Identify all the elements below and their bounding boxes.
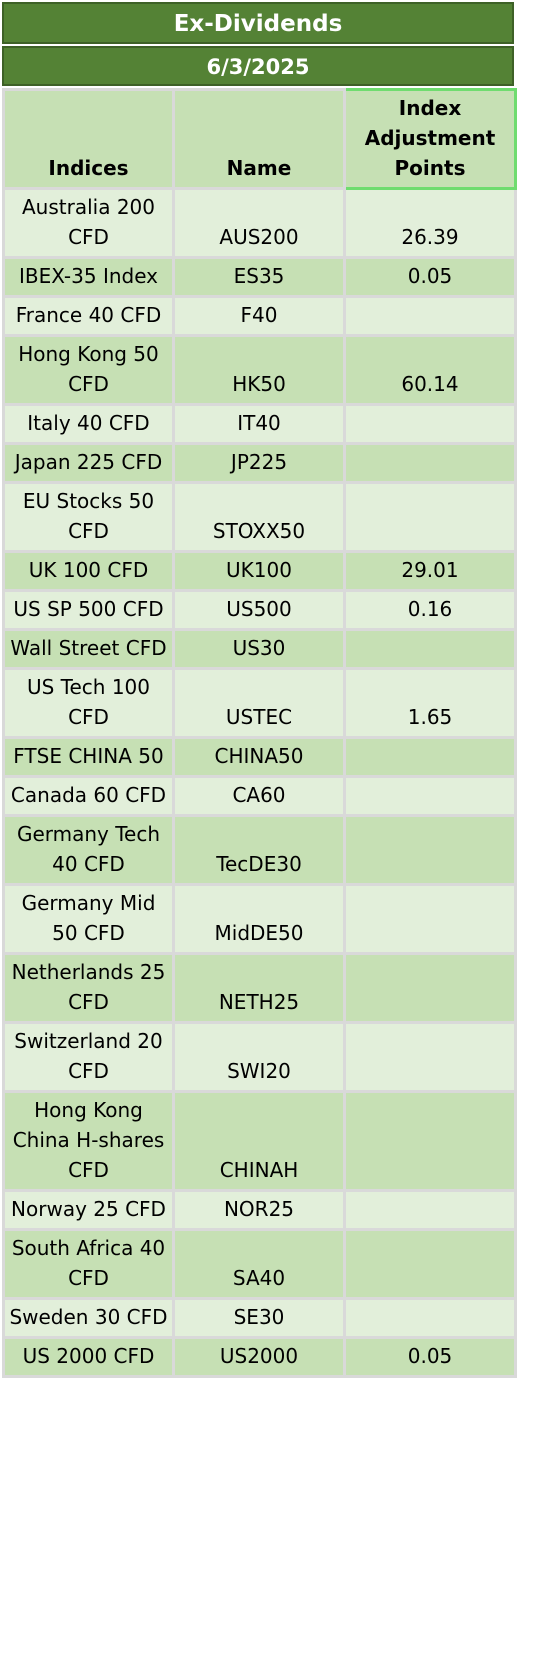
cell-adjustment-points[interactable]: 0.05 xyxy=(343,1336,517,1378)
cell-name[interactable]: STOXX50 xyxy=(172,481,346,553)
cell-index[interactable]: UK 100 CFD xyxy=(2,550,175,592)
cell-name[interactable]: SWI20 xyxy=(172,1021,346,1093)
cell-name[interactable]: IT40 xyxy=(172,403,346,445)
cell-index[interactable]: Norway 25 CFD xyxy=(2,1189,175,1231)
cell-adjustment-points[interactable] xyxy=(343,628,517,670)
cell-name[interactable]: NETH25 xyxy=(172,952,346,1024)
table-row: Netherlands 25 CFD NETH25 xyxy=(2,952,517,1024)
table-row: Japan 225 CFD JP225 xyxy=(2,442,517,484)
table-row: Canada 60 CFD CA60 xyxy=(2,775,517,817)
cell-adjustment-points[interactable] xyxy=(343,481,517,553)
cell-adjustment-points[interactable] xyxy=(343,883,517,955)
cell-adjustment-points[interactable] xyxy=(343,1189,517,1231)
cell-index[interactable]: Canada 60 CFD xyxy=(2,775,175,817)
table-row: EU Stocks 50 CFD STOXX50 xyxy=(2,481,517,553)
table-row: Switzerland 20 CFD SWI20 xyxy=(2,1021,517,1093)
ex-dividends-table: Indices Name Index Adjustment Points Aus… xyxy=(2,88,517,1378)
cell-name[interactable]: US2000 xyxy=(172,1336,346,1378)
sheet-date: 6/3/2025 xyxy=(2,46,514,86)
table-row: Italy 40 CFD IT40 xyxy=(2,403,517,445)
cell-index[interactable]: Netherlands 25 CFD xyxy=(2,952,175,1024)
cell-name[interactable]: JP225 xyxy=(172,442,346,484)
cell-index[interactable]: IBEX-35 Index xyxy=(2,256,175,298)
cell-index[interactable]: US 2000 CFD xyxy=(2,1336,175,1378)
column-header-adjustment[interactable]: Index Adjustment Points xyxy=(343,88,517,190)
cell-adjustment-points[interactable] xyxy=(343,442,517,484)
table-row: Australia 200 CFD AUS200 26.39 xyxy=(2,187,517,259)
table-row: US SP 500 CFD US500 0.16 xyxy=(2,589,517,631)
cell-adjustment-points[interactable] xyxy=(343,1021,517,1093)
cell-adjustment-points[interactable] xyxy=(343,814,517,886)
table-row: Hong Kong 50 CFD HK50 60.14 xyxy=(2,334,517,406)
cell-index[interactable]: Japan 225 CFD xyxy=(2,442,175,484)
cell-name[interactable]: CHINA50 xyxy=(172,736,346,778)
cell-index[interactable]: Australia 200 CFD xyxy=(2,187,175,259)
cell-index[interactable]: Wall Street CFD xyxy=(2,628,175,670)
table-row: South Africa 40 CFD SA40 xyxy=(2,1228,517,1300)
cell-index[interactable]: Hong Kong 50 CFD xyxy=(2,334,175,406)
cell-name[interactable]: F40 xyxy=(172,295,346,337)
header-row: Indices Name Index Adjustment Points xyxy=(2,88,517,190)
column-header-indices[interactable]: Indices xyxy=(2,88,175,190)
table-row: Germany Mid 50 CFD MidDE50 xyxy=(2,883,517,955)
cell-name[interactable]: SA40 xyxy=(172,1228,346,1300)
cell-adjustment-points[interactable]: 60.14 xyxy=(343,334,517,406)
cell-name[interactable]: ES35 xyxy=(172,256,346,298)
cell-adjustment-points[interactable]: 26.39 xyxy=(343,187,517,259)
cell-adjustment-points[interactable]: 1.65 xyxy=(343,667,517,739)
table-row: US Tech 100 CFD USTEC 1.65 xyxy=(2,667,517,739)
cell-index[interactable]: EU Stocks 50 CFD xyxy=(2,481,175,553)
sheet-title: Ex-Dividends xyxy=(2,2,514,44)
cell-index[interactable]: France 40 CFD xyxy=(2,295,175,337)
cell-adjustment-points[interactable] xyxy=(343,775,517,817)
cell-name[interactable]: MidDE50 xyxy=(172,883,346,955)
cell-index[interactable]: FTSE CHINA 50 xyxy=(2,736,175,778)
table-row: Sweden 30 CFD SE30 xyxy=(2,1297,517,1339)
column-header-name[interactable]: Name xyxy=(172,88,346,190)
cell-name[interactable]: USTEC xyxy=(172,667,346,739)
cell-adjustment-points[interactable] xyxy=(343,1090,517,1192)
cell-name[interactable]: CHINAH xyxy=(172,1090,346,1192)
table-row: Wall Street CFD US30 xyxy=(2,628,517,670)
cell-adjustment-points[interactable]: 29.01 xyxy=(343,550,517,592)
cell-adjustment-points[interactable] xyxy=(343,1228,517,1300)
cell-index[interactable]: Hong Kong China H-shares CFD xyxy=(2,1090,175,1192)
table-row: Hong Kong China H-shares CFD CHINAH xyxy=(2,1090,517,1192)
cell-name[interactable]: UK100 xyxy=(172,550,346,592)
cell-index[interactable]: Germany Tech 40 CFD xyxy=(2,814,175,886)
cell-name[interactable]: NOR25 xyxy=(172,1189,346,1231)
cell-index[interactable]: Switzerland 20 CFD xyxy=(2,1021,175,1093)
cell-index[interactable]: US Tech 100 CFD xyxy=(2,667,175,739)
cell-adjustment-points[interactable] xyxy=(343,1297,517,1339)
cell-adjustment-points[interactable] xyxy=(343,952,517,1024)
table-row: Germany Tech 40 CFD TecDE30 xyxy=(2,814,517,886)
cell-index[interactable]: US SP 500 CFD xyxy=(2,589,175,631)
cell-index[interactable]: Germany Mid 50 CFD xyxy=(2,883,175,955)
table-row: US 2000 CFD US2000 0.05 xyxy=(2,1336,517,1378)
cell-adjustment-points[interactable] xyxy=(343,295,517,337)
cell-adjustment-points[interactable]: 0.05 xyxy=(343,256,517,298)
cell-index[interactable]: Sweden 30 CFD xyxy=(2,1297,175,1339)
table-row: UK 100 CFD UK100 29.01 xyxy=(2,550,517,592)
cell-name[interactable]: HK50 xyxy=(172,334,346,406)
ex-dividends-sheet: Ex-Dividends 6/3/2025 Indices Name Index… xyxy=(2,2,517,1378)
cell-name[interactable]: AUS200 xyxy=(172,187,346,259)
table-row: Norway 25 CFD NOR25 xyxy=(2,1189,517,1231)
cell-name[interactable]: US30 xyxy=(172,628,346,670)
cell-index[interactable]: South Africa 40 CFD xyxy=(2,1228,175,1300)
cell-adjustment-points[interactable] xyxy=(343,403,517,445)
cell-name[interactable]: SE30 xyxy=(172,1297,346,1339)
cell-name[interactable]: TecDE30 xyxy=(172,814,346,886)
cell-name[interactable]: US500 xyxy=(172,589,346,631)
cell-adjustment-points[interactable]: 0.16 xyxy=(343,589,517,631)
table-row: France 40 CFD F40 xyxy=(2,295,517,337)
cell-index[interactable]: Italy 40 CFD xyxy=(2,403,175,445)
table-row: IBEX-35 Index ES35 0.05 xyxy=(2,256,517,298)
cell-adjustment-points[interactable] xyxy=(343,736,517,778)
table-row: FTSE CHINA 50 CHINA50 xyxy=(2,736,517,778)
cell-name[interactable]: CA60 xyxy=(172,775,346,817)
